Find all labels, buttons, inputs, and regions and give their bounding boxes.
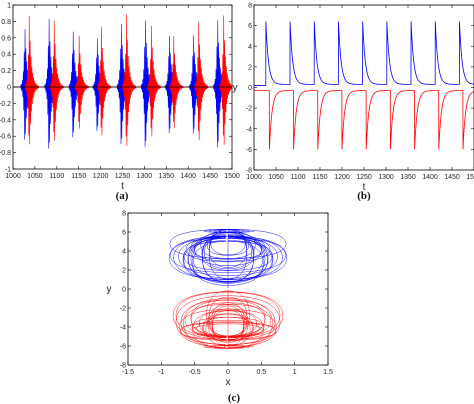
x-tick-label: 1050 xyxy=(27,173,43,180)
x-tick-label: -0.5 xyxy=(189,369,201,376)
x-axis-label: x xyxy=(226,377,231,388)
y-tick-label: -2 xyxy=(120,306,126,313)
x-tick-label: 1300 xyxy=(378,174,394,181)
y-tick-label: -1 xyxy=(5,167,11,174)
x-tick-label: -1.5 xyxy=(122,369,134,376)
x-tick-label: 1400 xyxy=(180,173,196,180)
y-tick-label: -4 xyxy=(120,325,126,332)
series-line-red xyxy=(254,90,474,150)
x-tick-label: 1350 xyxy=(159,173,175,180)
trajectory-red xyxy=(172,289,284,349)
x-tick-label: 1200 xyxy=(334,174,350,181)
chart-c: -1.5 -1 -0.5 0 0.5 1 1.5 -8 -6 -4 -2 0 2 4 6 8 x y xyxy=(107,211,333,389)
y-tick-label: -0.8 xyxy=(0,150,11,157)
y-tick-label: 0.4 xyxy=(1,52,11,59)
y-tick-label: 0 xyxy=(248,85,252,92)
y-tick-label: -4 xyxy=(246,126,252,133)
x-tick-label: 1500 xyxy=(466,174,474,181)
x-tick-label: 1150 xyxy=(312,174,327,181)
y-tick-label: 1 xyxy=(7,3,11,10)
y-tick-label: -8 xyxy=(120,363,126,370)
x-tick-label: 1000 xyxy=(5,173,21,180)
x-tick-label: 1350 xyxy=(400,174,416,181)
x-tick-label: 1000 xyxy=(246,174,262,181)
x-tick-label: 0 xyxy=(226,369,230,376)
y-tick-label: -0.6 xyxy=(0,134,11,141)
y-axis-label: y xyxy=(233,83,238,94)
caption-a: (a) xyxy=(116,190,129,202)
y-tick-label: -6 xyxy=(120,344,126,351)
y-axis-label: y xyxy=(107,284,112,295)
y-tick-label: 0.6 xyxy=(1,35,11,42)
trajectory-blue xyxy=(168,228,288,289)
y-tick-label: 4 xyxy=(248,44,252,51)
y-tick-label: 6 xyxy=(248,23,252,30)
y-tick-label: -6 xyxy=(246,147,252,154)
x-tick-label: 1450 xyxy=(202,173,218,180)
y-tick-label: -2 xyxy=(246,106,252,113)
x-tick-label: 1150 xyxy=(71,173,86,180)
y-tick-label: 4 xyxy=(122,249,126,256)
x-tick-label: 1450 xyxy=(444,174,460,181)
y-tick-label: -8 xyxy=(246,168,252,175)
x-tick-label: 1 xyxy=(293,369,297,376)
x-tick-label: 1.5 xyxy=(323,369,333,376)
y-tick-label: -0.2 xyxy=(0,101,11,108)
x-tick-label: 1500 xyxy=(224,173,240,180)
x-tick-label: 1300 xyxy=(137,173,153,180)
y-tick-label: 8 xyxy=(122,211,126,218)
x-tick-label: 1100 xyxy=(49,173,64,180)
caption-b: (b) xyxy=(357,190,371,202)
y-tick-label: 0 xyxy=(122,287,126,294)
x-axis-label: t xyxy=(121,181,124,192)
x-tick-label: 0.5 xyxy=(256,369,266,376)
chart-a: 1000 1050 1100 1150 1200 1250 1300 1350 1400 1450… xyxy=(0,3,240,193)
y-tick-label: -0.4 xyxy=(0,117,11,124)
x-tick-label: 1050 xyxy=(268,174,284,181)
x-tick-label: 1400 xyxy=(422,174,438,181)
y-tick-label: 2 xyxy=(122,268,126,275)
x-axis-label: t xyxy=(363,182,366,193)
x-tick-label: -1 xyxy=(158,369,164,376)
y-tick-label: 0.2 xyxy=(1,68,11,75)
x-tick-label: 1250 xyxy=(115,173,131,180)
x-tick-label: 1100 xyxy=(290,174,305,181)
caption-c: (c) xyxy=(228,392,241,404)
y-tick-label: 2 xyxy=(248,64,252,71)
series-line-blue xyxy=(13,18,232,149)
y-tick-label: 6 xyxy=(122,230,126,237)
x-tick-label: 1250 xyxy=(356,174,372,181)
series-line-blue xyxy=(254,21,474,86)
y-tick-label: 8 xyxy=(248,3,252,10)
x-tick-label: 1200 xyxy=(93,173,109,180)
chart-b: 1000 1050 1100 1150 1200 1250 1300 1350 1400 1450… xyxy=(233,3,474,193)
plot-frame-b xyxy=(253,4,474,171)
y-tick-label: 0.8 xyxy=(1,19,11,26)
y-tick-label: 0 xyxy=(7,85,11,92)
